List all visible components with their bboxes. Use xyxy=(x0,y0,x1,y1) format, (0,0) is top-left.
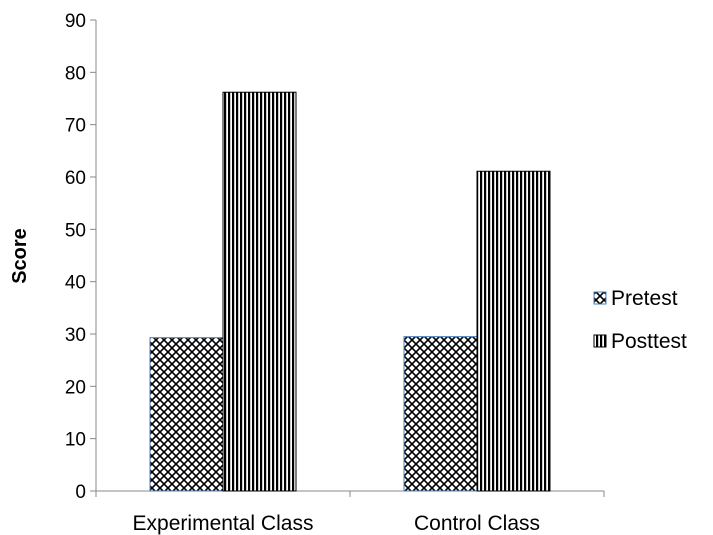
y-tick-label: 40 xyxy=(65,273,86,294)
y-tick-label: 0 xyxy=(75,482,86,503)
y-tick-label: 50 xyxy=(65,220,86,241)
y-tick-label: 60 xyxy=(65,168,86,189)
bar-posttest-1 xyxy=(476,170,551,492)
x-category-label: Control Class xyxy=(414,512,540,535)
bars xyxy=(149,91,551,492)
legend-swatch-pretest xyxy=(593,291,607,305)
y-axis: 0 10 20 30 40 50 60 70 80 90 xyxy=(65,11,97,503)
y-tick-label: 30 xyxy=(65,325,86,346)
x-axis: Experimental Class Control Class xyxy=(95,490,605,535)
y-tick-label: 70 xyxy=(65,116,86,137)
legend-label-pretest: Pretest xyxy=(611,287,678,310)
y-tick-label: 90 xyxy=(65,11,86,32)
bar-pretest-0 xyxy=(149,337,224,492)
bar-posttest-0 xyxy=(222,91,297,492)
x-category-label: Experimental Class xyxy=(133,512,314,535)
y-axis-title: Score xyxy=(9,228,31,284)
y-tick-label: 20 xyxy=(65,377,86,398)
y-tick-label: 80 xyxy=(65,63,86,84)
legend: Pretest Posttest xyxy=(593,287,687,353)
legend-swatch-posttest xyxy=(593,334,607,348)
y-tick-label: 10 xyxy=(65,430,86,451)
bar-pretest-1 xyxy=(403,336,478,492)
legend-label-posttest: Posttest xyxy=(611,330,687,353)
